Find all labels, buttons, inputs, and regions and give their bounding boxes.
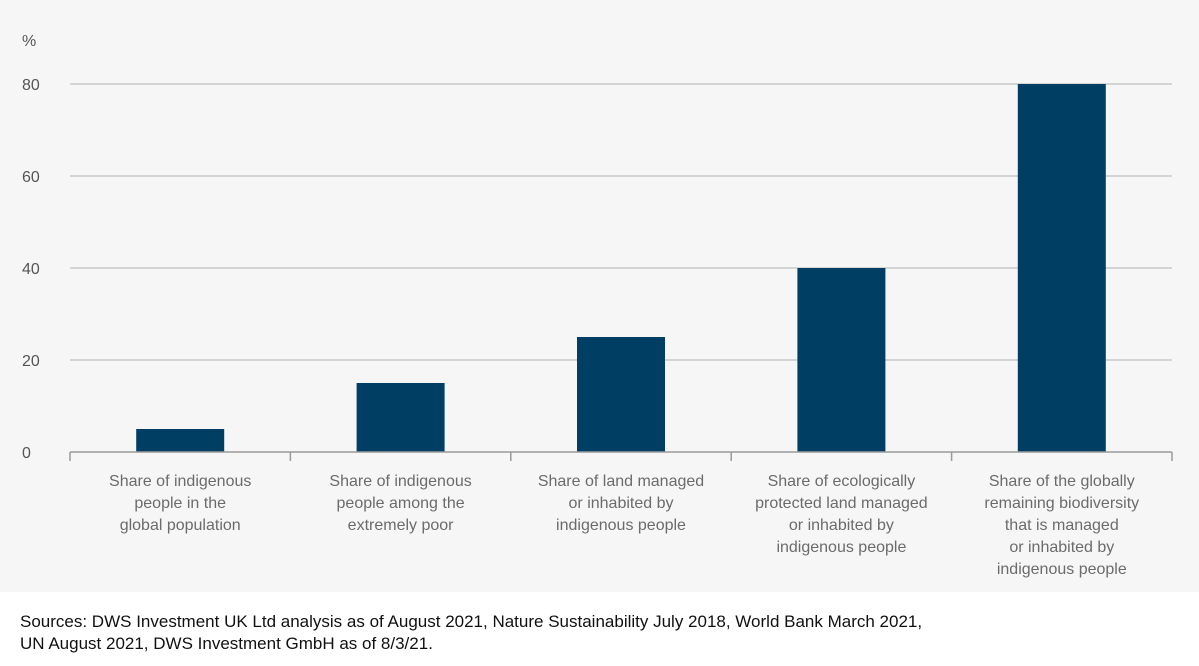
bar	[356, 383, 445, 452]
category-label-line: remaining biodiversity	[984, 495, 1139, 512]
x-axis	[69, 451, 1173, 461]
category-label-line: Share of ecologically	[768, 473, 916, 490]
category-label: Share of indigenous people among the extre…	[329, 473, 471, 534]
category-label-line: indigenous people	[556, 517, 686, 534]
category-label-line: people in the	[134, 495, 226, 512]
sources-line-1: Sources: DWS Investment UK Ltd analysis …	[20, 612, 923, 631]
category-label-line: indigenous people	[997, 561, 1127, 578]
category-label-line: that is managed	[1005, 517, 1119, 534]
y-tick-label: 80	[22, 77, 40, 94]
category-labels: Share of indigenous people in the global p…	[109, 473, 1139, 578]
category-label: Share of land managed or inhabited by indi…	[538, 473, 704, 534]
category-label: Share of ecologically protected land mana…	[755, 473, 928, 556]
y-tick-label: 60	[22, 169, 40, 186]
category-label-line: Share of indigenous	[329, 473, 471, 490]
category-label-line: indigenous people	[776, 539, 906, 556]
y-axis-ticks: 0 20 40 60 80	[22, 77, 40, 462]
sources-line-2: UN August 2021, DWS Investment GmbH as o…	[20, 634, 433, 653]
category-label-line: extremely poor	[348, 517, 454, 534]
gridlines	[70, 83, 1172, 361]
category-label-line: Share of land managed	[538, 473, 704, 490]
category-label-line: or inhabited by	[1009, 539, 1114, 556]
category-label-line: Share of the globally	[989, 473, 1135, 490]
category-label-line: or inhabited by	[569, 495, 674, 512]
y-tick-label: 0	[22, 445, 31, 462]
category-label: Share of indigenous people in the global p…	[109, 473, 251, 534]
chart-panel: % 0 20 40 60 80 Share of indigenous people in…	[22, 33, 1173, 578]
category-label-line: people among the	[337, 495, 465, 512]
bar	[136, 429, 225, 452]
category-label-line: or inhabited by	[789, 517, 894, 534]
y-axis-unit-label: %	[22, 33, 36, 50]
bar	[1017, 84, 1106, 452]
bar	[797, 268, 886, 452]
bar-chart: % 0 20 40 60 80 Share of indigenous people in…	[22, 33, 1173, 578]
category-label-line: protected land managed	[755, 495, 928, 512]
bar	[577, 337, 665, 452]
y-tick-label: 40	[22, 261, 40, 278]
category-label: Share of the globally remaining biodivers…	[984, 473, 1139, 578]
category-label-line: Share of indigenous	[109, 473, 251, 490]
sources-note: Sources: DWS Investment UK Ltd analysis …	[20, 611, 1170, 655]
bars	[136, 84, 1106, 452]
category-label-line: global population	[120, 517, 241, 534]
y-tick-label: 20	[22, 353, 40, 370]
